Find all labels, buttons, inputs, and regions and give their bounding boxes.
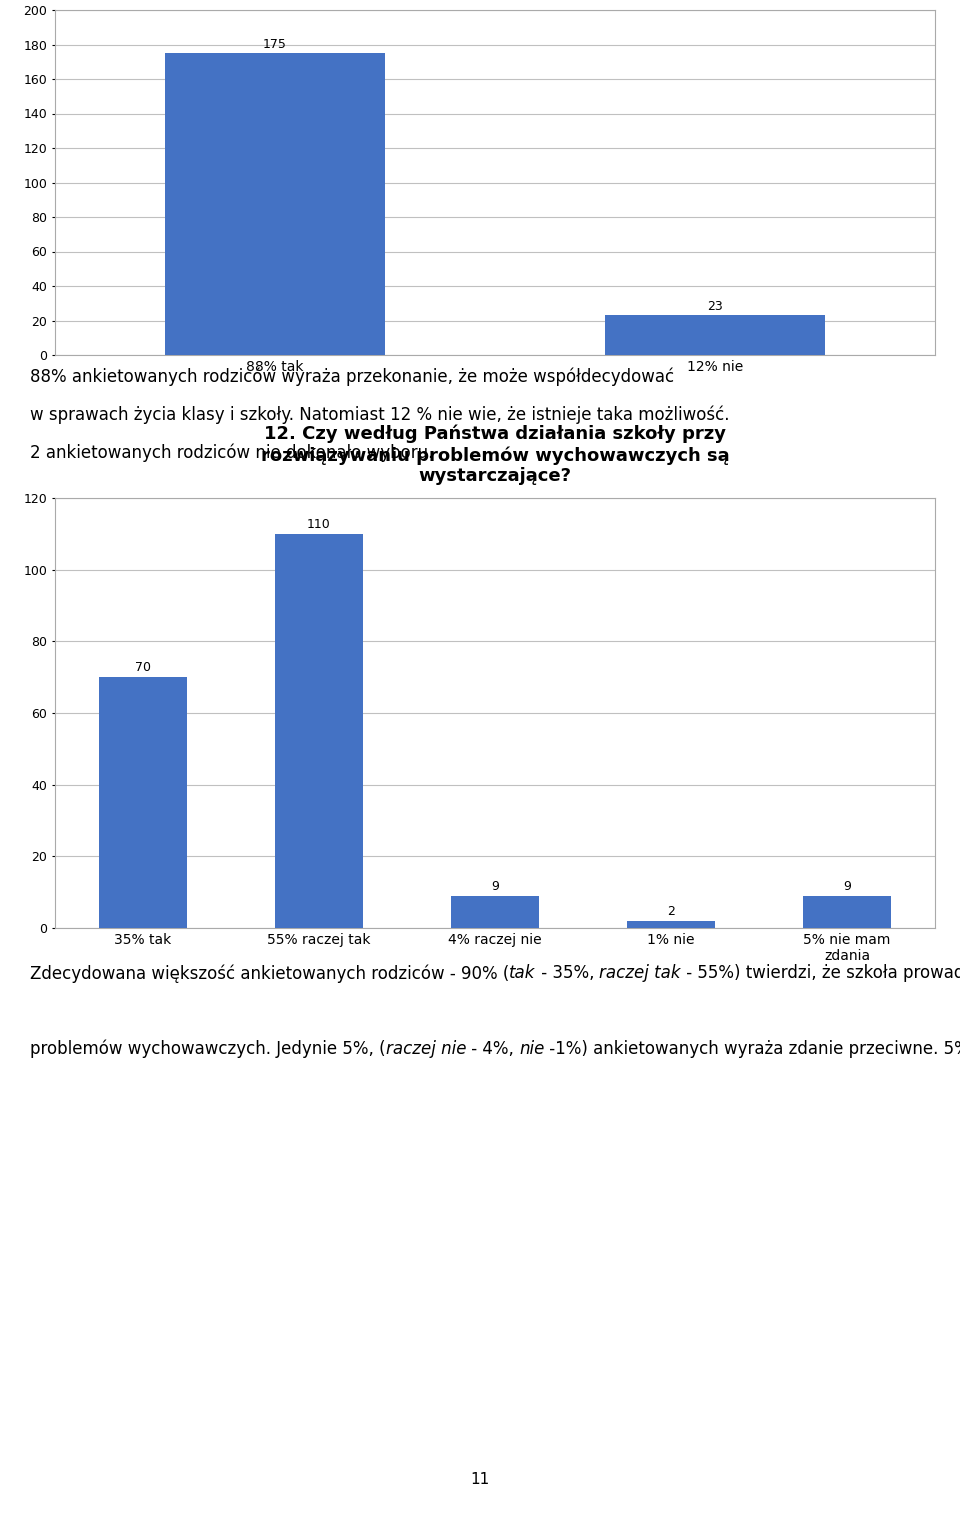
Text: raczej nie: raczej nie bbox=[386, 1040, 466, 1059]
Text: - 4%,: - 4%, bbox=[466, 1040, 519, 1059]
Text: - 55%) twierdzi, że szkoła prowadzi wystarczające działania dotyczące rozwiązywa: - 55%) twierdzi, że szkoła prowadzi wyst… bbox=[681, 964, 960, 982]
Text: Zdecydowana większość ankietowanych rodziców - 90% (: Zdecydowana większość ankietowanych rodz… bbox=[30, 964, 509, 982]
Text: raczej tak: raczej tak bbox=[599, 964, 681, 982]
Text: - 35%,: - 35%, bbox=[536, 964, 599, 982]
Title: 12. Czy według Państwa działania szkoły przy
rozwiązywaniu problemów wychowawczy: 12. Czy według Państwa działania szkoły … bbox=[261, 425, 730, 485]
Text: 70: 70 bbox=[135, 661, 151, 675]
Text: 9: 9 bbox=[843, 880, 851, 894]
Bar bbox=[605, 315, 825, 355]
Text: 11: 11 bbox=[470, 1472, 490, 1487]
Text: 110: 110 bbox=[307, 519, 331, 531]
Bar bbox=[165, 54, 385, 355]
Text: nie: nie bbox=[519, 1040, 544, 1059]
Text: 88% ankietowanych rodziców wyraża przekonanie, że może współdecydować: 88% ankietowanych rodziców wyraża przeko… bbox=[30, 369, 674, 387]
Text: 2: 2 bbox=[667, 904, 675, 918]
Text: -1%) ankietowanych wyraża zdanie przeciwne. 5% nie zajmuje żadnego stanowiska w : -1%) ankietowanych wyraża zdanie przeciw… bbox=[544, 1040, 960, 1059]
Text: 2 ankietowanych rodziców nie dokonało wyboru.: 2 ankietowanych rodziców nie dokonało wy… bbox=[30, 444, 433, 462]
Bar bbox=[99, 678, 187, 929]
Bar bbox=[803, 895, 891, 929]
Text: 175: 175 bbox=[263, 38, 287, 50]
Bar bbox=[451, 895, 539, 929]
Text: 9: 9 bbox=[492, 880, 499, 894]
Text: problemów wychowawczych. Jedynie 5%, (: problemów wychowawczych. Jedynie 5%, ( bbox=[30, 1040, 386, 1059]
Text: 23: 23 bbox=[708, 300, 723, 312]
Text: w sprawach życia klasy i szkoły. Natomiast 12 % nie wie, że istnieje taka możliw: w sprawach życia klasy i szkoły. Natomia… bbox=[30, 405, 730, 424]
Bar bbox=[275, 534, 363, 929]
Bar bbox=[627, 921, 715, 929]
Text: tak: tak bbox=[509, 964, 536, 982]
